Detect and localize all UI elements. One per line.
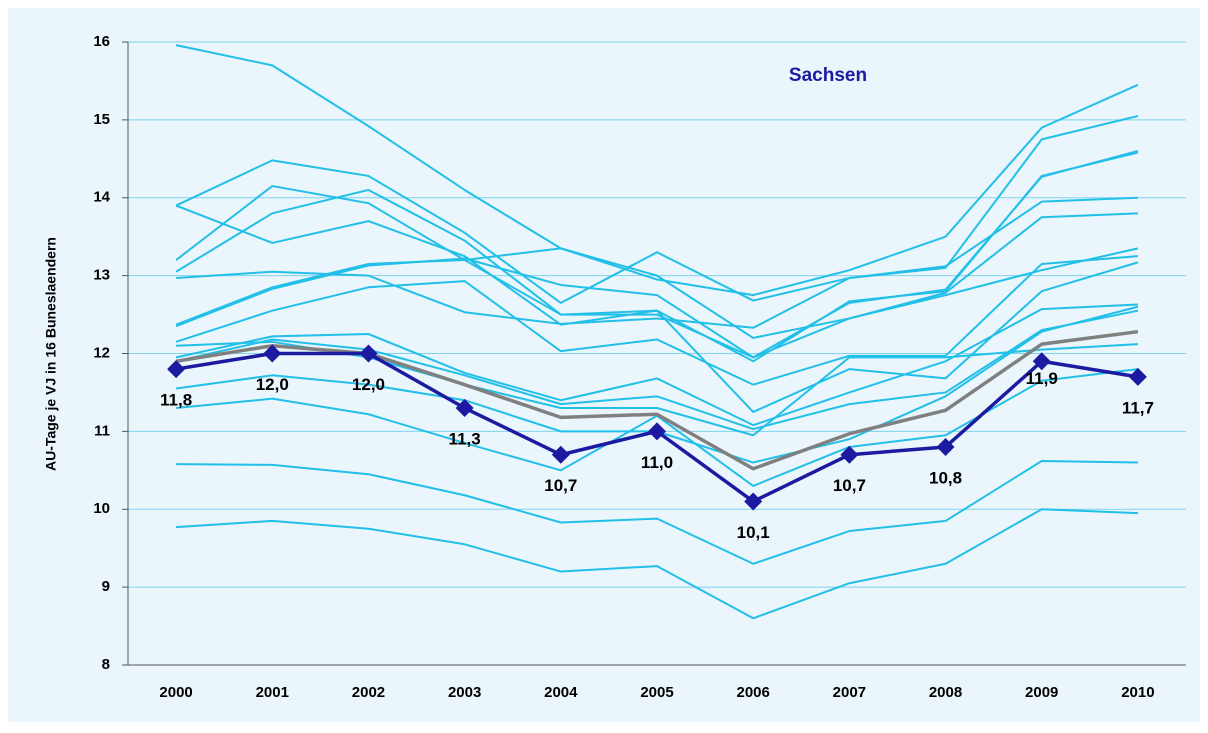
data-label: 11,3 bbox=[449, 429, 481, 448]
data-label: 10,8 bbox=[929, 468, 962, 487]
data-marker bbox=[551, 445, 570, 464]
data-marker bbox=[455, 399, 474, 418]
data-label: 10,7 bbox=[833, 476, 866, 495]
series-label: Sachsen bbox=[789, 65, 867, 86]
x-tick-label: 2003 bbox=[448, 684, 481, 701]
data-marker bbox=[936, 437, 955, 456]
data-label: 11,9 bbox=[1026, 369, 1058, 388]
data-marker bbox=[840, 445, 859, 464]
data-marker bbox=[744, 492, 763, 511]
y-tick-label: 14 bbox=[93, 189, 110, 206]
y-tick-label: 11 bbox=[94, 422, 110, 439]
data-marker bbox=[359, 344, 378, 363]
series-line bbox=[175, 247, 1139, 359]
data-marker bbox=[1032, 352, 1051, 371]
x-tick-label: 2004 bbox=[544, 684, 578, 701]
series-line bbox=[176, 508, 1138, 620]
data-marker bbox=[263, 344, 282, 363]
series-line bbox=[175, 303, 1138, 427]
y-tick-label: 8 bbox=[102, 656, 110, 673]
x-tick-label: 2006 bbox=[736, 684, 769, 701]
x-tick-label: 2002 bbox=[352, 684, 385, 701]
x-tick-label: 2000 bbox=[159, 684, 192, 701]
series-line bbox=[175, 115, 1139, 304]
y-axis-title: AU-Tage je VJ in 16 Buneslaendern bbox=[43, 237, 59, 471]
data-marker bbox=[1128, 367, 1147, 386]
series-line bbox=[175, 212, 1138, 339]
y-tick-label: 13 bbox=[93, 267, 110, 284]
x-tick-label: 2008 bbox=[929, 684, 962, 701]
data-label: 12,0 bbox=[256, 375, 289, 394]
x-tick-label: 2010 bbox=[1121, 684, 1154, 701]
x-tick-label: 2005 bbox=[640, 684, 673, 701]
data-label: 12,0 bbox=[352, 375, 385, 394]
series-line bbox=[176, 196, 1138, 329]
y-tick-label: 9 bbox=[102, 578, 110, 595]
chart-background bbox=[8, 8, 1200, 722]
x-tick-label: 2001 bbox=[256, 684, 289, 701]
series-line bbox=[176, 459, 1138, 565]
data-label: 11,0 bbox=[641, 453, 673, 472]
series-line bbox=[175, 44, 1139, 297]
data-marker bbox=[648, 422, 666, 441]
data-marker bbox=[167, 360, 186, 379]
series-line bbox=[175, 329, 1139, 471]
y-tick-label: 12 bbox=[93, 344, 110, 361]
series-line bbox=[175, 204, 1139, 413]
x-tick-label: 2009 bbox=[1025, 684, 1058, 701]
x-tick-label: 2007 bbox=[833, 684, 866, 701]
data-label: 11,7 bbox=[1122, 398, 1154, 417]
data-label: 11,8 bbox=[160, 391, 192, 410]
data-label: 10,1 bbox=[737, 523, 770, 542]
data-label: 10,7 bbox=[544, 476, 577, 495]
series-line bbox=[175, 255, 1138, 386]
y-tick-label: 10 bbox=[93, 500, 110, 517]
series-line bbox=[175, 309, 1139, 431]
y-tick-label: 15 bbox=[93, 111, 110, 128]
y-tick-label: 16 bbox=[93, 33, 110, 50]
